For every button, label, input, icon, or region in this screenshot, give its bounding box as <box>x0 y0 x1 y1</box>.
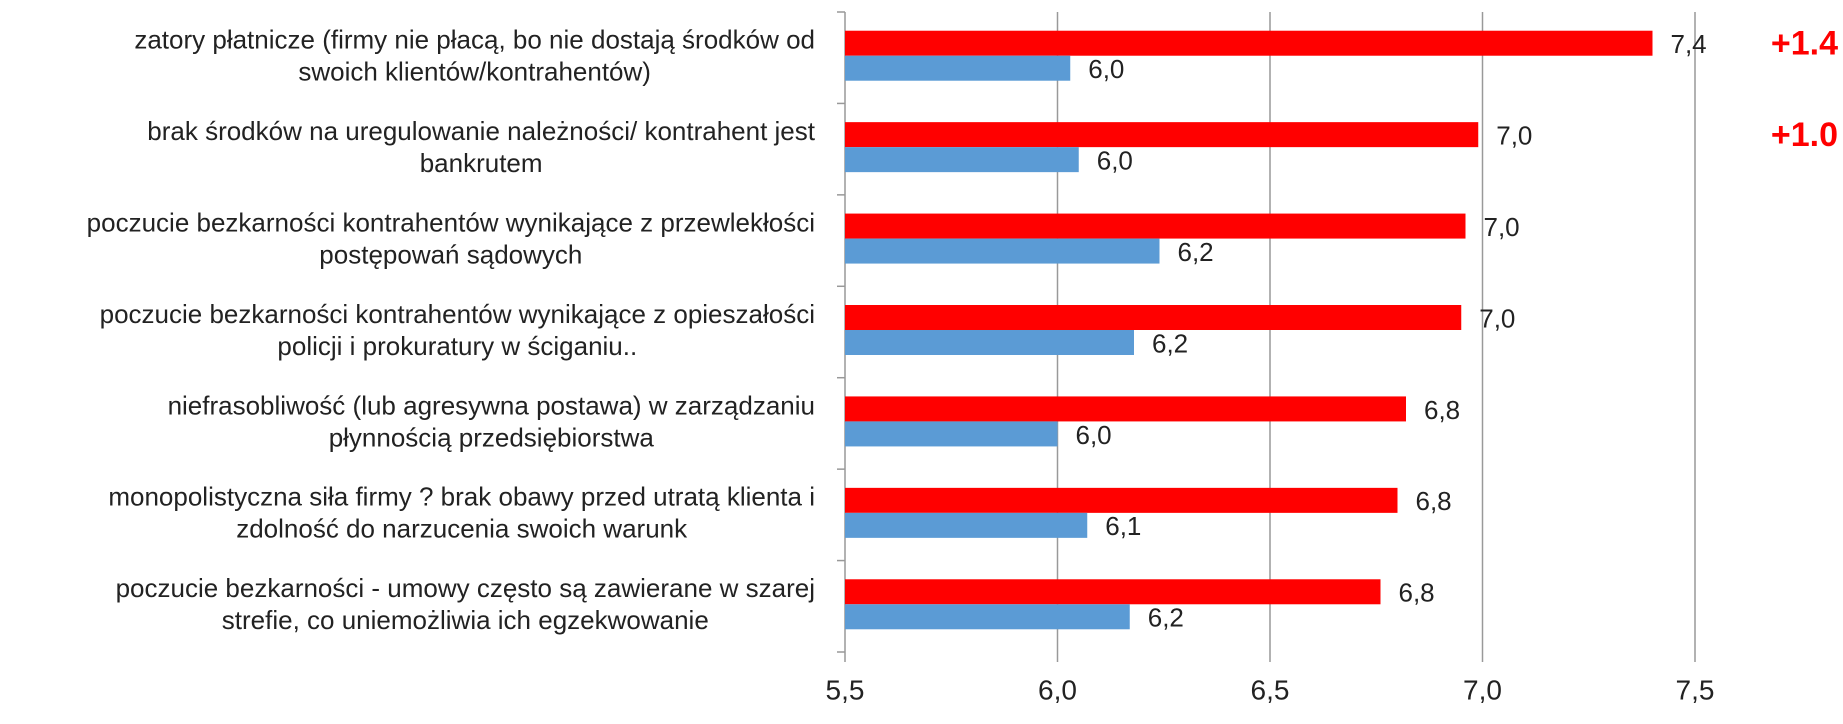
x-tick-label: 7,5 <box>1676 674 1715 705</box>
category-label: zatory płatnicze (firmy nie płacą, bo ni… <box>134 25 815 55</box>
bar <box>845 421 1058 447</box>
bar <box>845 579 1381 605</box>
bar <box>845 604 1130 630</box>
x-tick-label: 6,0 <box>1038 674 1077 705</box>
x-tick-label: 7,0 <box>1463 674 1502 705</box>
annotation: +1.0 <box>1771 116 1838 154</box>
value-label: 6,2 <box>1152 328 1188 358</box>
category-label: poczucie bezkarności kontrahentów wynika… <box>87 207 815 237</box>
category-label: niefrasobliwość (lub agresywna postawa) … <box>168 390 815 420</box>
bar <box>845 396 1406 422</box>
value-label: 6,0 <box>1076 420 1112 450</box>
value-label: 6,8 <box>1399 578 1435 608</box>
category-label: monopolistyczna siła firmy ? brak obawy … <box>108 482 815 512</box>
category-label: brak środków na uregulowanie należności/… <box>147 116 815 146</box>
category-label: strefie, co uniemożliwia ich egzekwowani… <box>222 605 709 635</box>
category-label: poczucie bezkarności kontrahentów wynika… <box>100 299 815 329</box>
category-label: płynnością przedsiębiorstwa <box>329 422 655 452</box>
category-label: postępowań sądowych <box>319 239 582 269</box>
value-label: 7,0 <box>1479 303 1515 333</box>
value-label: 6,2 <box>1148 603 1184 633</box>
value-label: 6,0 <box>1097 146 1133 176</box>
bar <box>845 487 1398 513</box>
value-label: 6,8 <box>1416 486 1452 516</box>
category-label: swoich klientów/kontrahentów) <box>298 57 651 87</box>
bar <box>845 122 1479 148</box>
value-label: 6,0 <box>1088 54 1124 84</box>
bar <box>845 147 1079 173</box>
category-label: poczucie bezkarności - umowy często są z… <box>116 573 815 603</box>
value-label: 6,1 <box>1105 511 1141 541</box>
bar <box>845 238 1160 264</box>
bar <box>845 512 1088 538</box>
value-label: 7,0 <box>1496 121 1532 151</box>
value-label: 7,4 <box>1671 29 1707 59</box>
bar <box>845 305 1462 330</box>
value-label: 6,2 <box>1178 237 1214 267</box>
category-label: policji i prokuratury w ściganiu.. <box>277 331 637 361</box>
category-label: zdolność do narzucenia swoich warunk <box>236 514 688 544</box>
bar <box>845 30 1653 56</box>
value-label: 7,0 <box>1484 212 1520 242</box>
bar <box>845 55 1071 81</box>
category-label: bankrutem <box>420 148 543 178</box>
x-tick-label: 5,5 <box>826 674 865 705</box>
bar <box>845 330 1134 355</box>
value-label: 6,8 <box>1424 395 1460 425</box>
x-tick-label: 6,5 <box>1251 674 1290 705</box>
bar <box>845 213 1466 239</box>
annotation: +1.4 <box>1771 25 1838 63</box>
